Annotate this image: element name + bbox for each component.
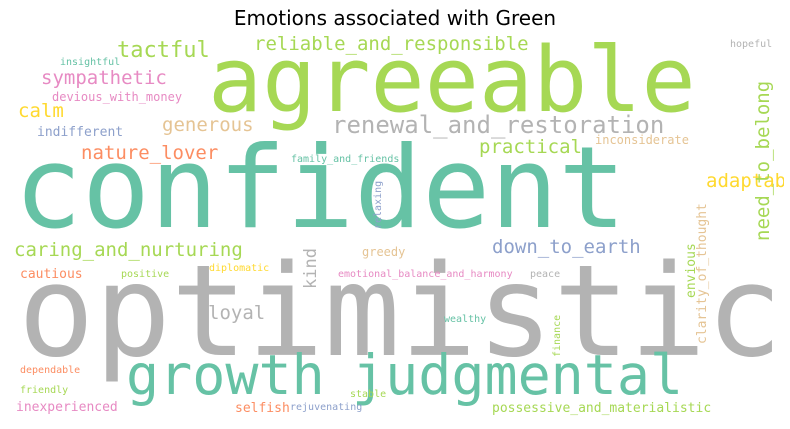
word-judgmental: judgmental — [352, 343, 684, 407]
word-adaptable: kind — [301, 248, 321, 289]
word-tactful: tactful — [117, 38, 210, 63]
word-finance: finance — [552, 314, 563, 357]
word-inexperienced: inexperienced — [16, 400, 118, 415]
word-cautious: cautious — [20, 267, 83, 282]
word-calm: calm — [18, 100, 64, 122]
word-reliable-and-responsible: reliable_and_responsible — [254, 34, 529, 55]
word-loyal: loyal — [208, 302, 266, 324]
word-confident: confident — [14, 122, 627, 254]
word-clarity-of-thought: clarity_of_thought — [695, 203, 710, 344]
word-emotional-balance-and-harmony: emotional_balance_and_harmony — [338, 269, 513, 280]
word-wealthy: wealthy — [444, 314, 487, 325]
word-possessive-and-materialistic: possessive_and_materialistic — [492, 401, 712, 416]
word-practical: practical — [479, 136, 582, 158]
word-greedy: greedy — [362, 245, 406, 259]
word-positive: positive — [121, 269, 170, 280]
word-indifferent: indifferent — [37, 125, 124, 140]
word-cloud: optimistic confident agreeable growth ju… — [12, 34, 784, 420]
word-selfish: selfish — [235, 401, 290, 416]
word-friendly: friendly — [20, 385, 69, 396]
word-stable: stable — [350, 389, 387, 400]
word-optimistic: optimistic — [18, 237, 783, 385]
word-caring-and-nurturing: caring_and_nurturing — [14, 239, 243, 261]
word-renewal-and-restoration: renewal_and_restoration — [332, 111, 665, 139]
word-generous: generous — [162, 114, 254, 136]
word-dependable: dependable — [20, 365, 81, 376]
word-down-to-earth: down_to_earth — [492, 236, 641, 258]
word-family-and-friends: family_and_friends — [291, 154, 400, 165]
word-nature-lover: nature_lover — [81, 142, 219, 164]
word-need-to-belong: need_to_belong — [752, 80, 774, 241]
word-diplomatic: diplomatic — [209, 263, 270, 274]
word-insightful: insightful — [60, 57, 121, 68]
word-rejuvenating: rejuvenating — [290, 402, 363, 413]
word-inconsiderate: inconsiderate — [595, 133, 689, 147]
word-devious-with-money: devious_with_money — [52, 90, 183, 104]
word-agreeable: agreeable — [208, 34, 696, 133]
word-hopeful: hopeful — [730, 39, 773, 50]
word-kind: adaptable — [706, 170, 784, 192]
word-growth: growth — [126, 343, 325, 407]
chart-title: Emotions associated with Green — [233, 6, 557, 30]
word-relaxing: relaxing — [373, 180, 384, 229]
word-peace: peace — [530, 269, 561, 280]
word-sympathetic: sympathetic — [41, 67, 167, 89]
